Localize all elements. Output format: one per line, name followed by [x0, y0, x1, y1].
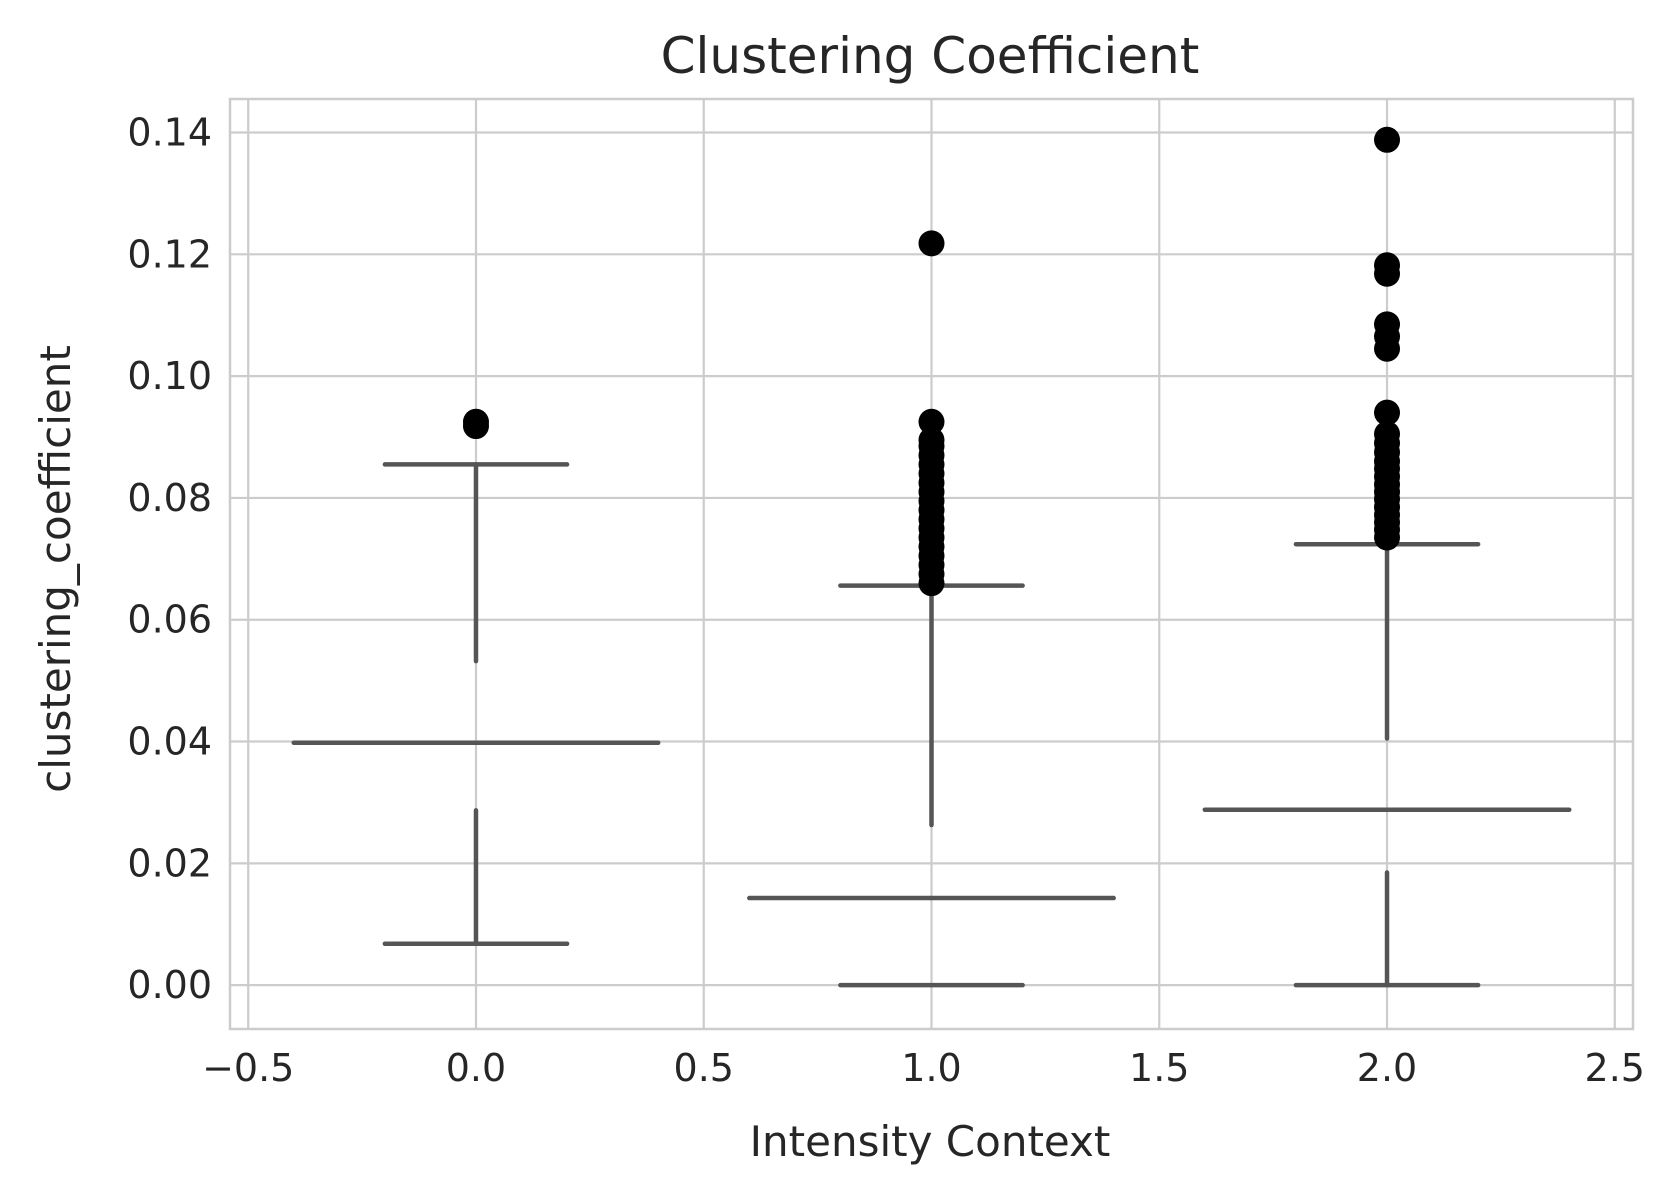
outlier-points	[462, 126, 1401, 597]
x-tick-label: 0.5	[674, 1046, 734, 1090]
outlier-point	[462, 408, 489, 435]
x-tick-label: 2.5	[1585, 1046, 1645, 1090]
outlier-point	[918, 427, 945, 454]
y-tick-label: 0.12	[127, 232, 212, 276]
chart-title: Clustering Coefficient	[661, 27, 1200, 85]
outlier-point	[1374, 399, 1401, 426]
y-tick-label: 0.02	[127, 841, 212, 885]
x-tick-label: 2.0	[1357, 1046, 1417, 1090]
outlier-point	[918, 230, 945, 257]
y-tick-label: 0.08	[127, 476, 212, 520]
y-tick-label: 0.10	[127, 354, 212, 398]
x-tick-label: 1.5	[1129, 1046, 1189, 1090]
outlier-point	[1374, 420, 1401, 447]
x-tick-label: 1.0	[901, 1046, 961, 1090]
y-tick-label: 0.00	[127, 963, 212, 1007]
tick-labels: −0.5 0.0 0.5 1.0 1.5 2.0 2.5 0.00 0.02 0.04 0.06 0.…	[127, 110, 1645, 1090]
y-tick-label: 0.04	[127, 720, 212, 764]
y-tick-label: 0.14	[127, 110, 212, 154]
plot-frame	[228, 97, 1635, 1031]
x-tick-label: −0.5	[202, 1046, 294, 1090]
x-axis-label: Intensity Context	[750, 1117, 1111, 1166]
outlier-point	[1374, 126, 1401, 153]
outlier-point	[918, 408, 945, 435]
y-tick-label: 0.06	[127, 598, 212, 642]
outlier-point	[1374, 311, 1401, 338]
outlier-point	[1374, 252, 1401, 279]
y-axis-label: clustering_coefficient	[31, 345, 80, 793]
x-tick-label: 0.0	[446, 1046, 506, 1090]
